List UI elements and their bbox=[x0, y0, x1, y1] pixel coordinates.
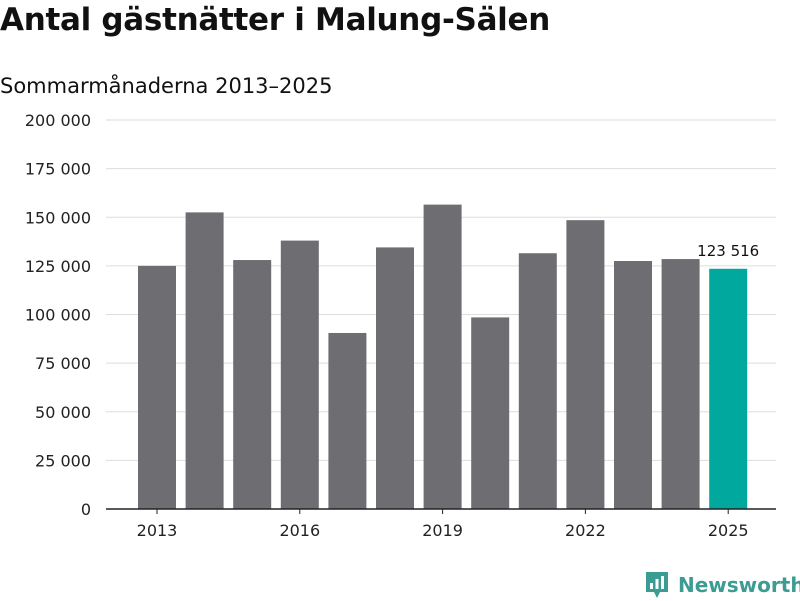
x-tick-label: 2019 bbox=[422, 521, 463, 540]
bar-2019 bbox=[423, 204, 462, 510]
x-tick-label: 2013 bbox=[137, 521, 178, 540]
bar-2017 bbox=[328, 332, 367, 509]
bar-2025 bbox=[709, 268, 748, 509]
x-tick-label: 2025 bbox=[708, 521, 749, 540]
chart-subtitle: Sommarmånaderna 2013–2025 bbox=[0, 74, 333, 98]
bar-2013 bbox=[138, 265, 176, 509]
newsworthy-logo-icon bbox=[646, 572, 668, 598]
y-tick-label: 125 000 bbox=[25, 257, 91, 276]
y-tick-label: 100 000 bbox=[25, 306, 91, 325]
bar-2021 bbox=[518, 253, 557, 509]
bar-2022 bbox=[566, 220, 605, 510]
y-tick-label: 200 000 bbox=[25, 111, 91, 130]
bar-2024 bbox=[661, 259, 700, 509]
y-tick-label: 75 000 bbox=[35, 354, 91, 373]
data-label: 123 516 bbox=[697, 242, 759, 260]
brand-logo: Newsworthy bbox=[644, 569, 800, 601]
bar-2020 bbox=[471, 317, 510, 509]
chart-title: Antal gästnätter i Malung-Sälen bbox=[0, 2, 551, 38]
bar-2018 bbox=[376, 247, 414, 509]
x-tick-label: 2016 bbox=[279, 521, 320, 540]
bar-2015 bbox=[233, 260, 272, 509]
y-tick-label: 175 000 bbox=[25, 160, 91, 179]
y-tick-label: 0 bbox=[81, 500, 91, 519]
bar-2023 bbox=[614, 261, 652, 509]
y-tick-label: 150 000 bbox=[25, 208, 91, 227]
y-tick-label: 50 000 bbox=[35, 403, 91, 422]
y-tick-label: 25 000 bbox=[35, 451, 91, 470]
bar-2016 bbox=[280, 240, 319, 509]
bar-2014 bbox=[185, 212, 224, 509]
brand-name: Newsworthy bbox=[678, 573, 800, 597]
x-tick-label: 2022 bbox=[565, 521, 606, 540]
